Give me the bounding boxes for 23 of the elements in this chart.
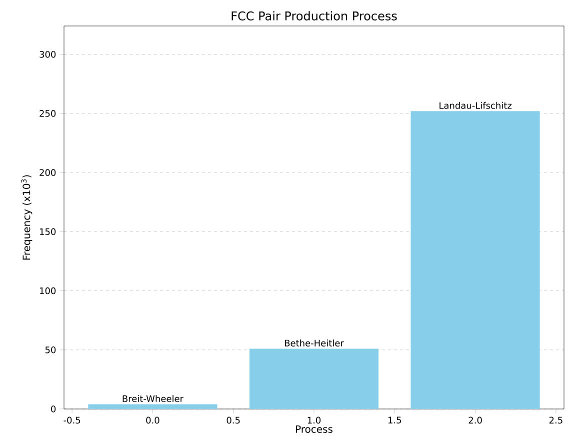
x-tick-label: 2.0 (468, 416, 482, 424)
x-tick-label: 2.5 (549, 416, 562, 424)
y-axis-title: Frequency (x10$^{3}$) (21, 175, 32, 260)
y-tick-label: 50 (45, 346, 56, 354)
annotation: Bethe-Heitler (284, 340, 344, 346)
bar (249, 348, 379, 409)
x-tick-label: 1.0 (308, 416, 321, 424)
y-tick-label: 200 (40, 169, 56, 176)
bar (88, 404, 218, 409)
y-tick-label: 0 (51, 406, 56, 412)
y-tick-label: 150 (40, 228, 56, 236)
x-tick-label: 0.0 (146, 416, 160, 424)
chart-title: FCC Pair Production Process (232, 11, 397, 20)
x-tick-label: -0.5 (64, 416, 80, 424)
y-tick-label: 100 (40, 287, 56, 294)
x-tick-label: 1.5 (388, 416, 402, 424)
y-tick-label: 250 (40, 110, 56, 117)
x-axis-title: Process (296, 425, 332, 433)
annotation: Landau-Lifschitz (440, 102, 512, 109)
annotation: Breit-Wheeler (122, 395, 184, 402)
bar (410, 111, 540, 409)
y-tick-label: 300 (40, 50, 56, 58)
x-tick-label: 0.5 (226, 416, 240, 424)
